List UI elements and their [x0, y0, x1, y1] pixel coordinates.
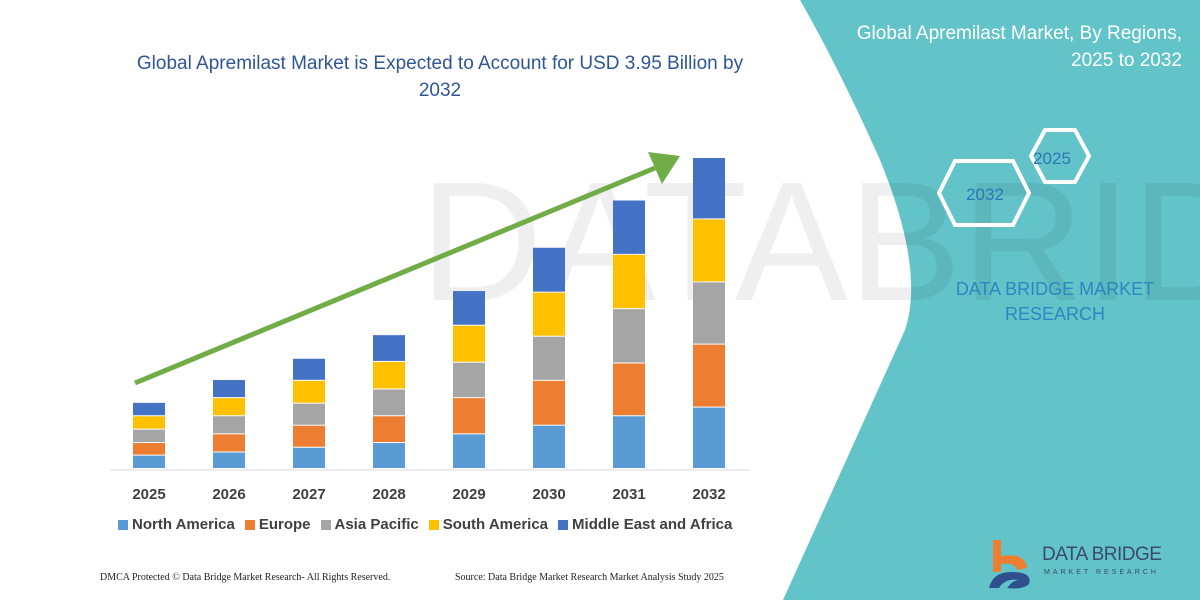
bar-segment-south-america-2029 — [453, 325, 485, 362]
legend-swatch — [118, 519, 128, 530]
bar-segment-south-america-2031 — [613, 254, 645, 309]
x-tick-label: 2031 — [612, 486, 645, 503]
logo-name: DATA BRIDGE — [1042, 544, 1162, 565]
bar-segment-asia-pacific-2028 — [373, 389, 405, 416]
bar-segment-middle-east-and-africa-2031 — [613, 200, 645, 254]
x-tick-label: 2030 — [532, 486, 565, 503]
bar-segment-asia-pacific-2027 — [293, 403, 325, 425]
hexagon-2032 — [936, 159, 1032, 227]
x-tick-label: 2025 — [132, 486, 165, 503]
legend-label: Middle East and Africa — [572, 516, 733, 533]
legend-item-asia-pacific: Asia Pacific — [320, 516, 419, 533]
bar-segment-europe-2031 — [613, 363, 645, 416]
source-note: Source: Data Bridge Market Research Mark… — [455, 572, 724, 583]
legend-swatch — [558, 519, 569, 530]
growth-arrow — [134, 165, 656, 386]
x-tick-label: 2028 — [372, 486, 405, 503]
bar-segment-europe-2032 — [693, 344, 725, 407]
bar-segment-south-america-2026 — [213, 398, 245, 416]
bar-segment-middle-east-and-africa-2032 — [693, 158, 725, 219]
bar-segment-south-america-2032 — [693, 219, 725, 282]
legend-label: Asia Pacific — [334, 516, 419, 533]
chart-title: Global Apremilast Market is Expected to … — [136, 53, 744, 101]
bar-segment-asia-pacific-2029 — [453, 362, 485, 398]
bar-segment-north-america-2029 — [453, 434, 485, 468]
dmca-notice: DMCA Protected © Data Bridge Market Rese… — [100, 572, 391, 583]
legend-item-south-america: South America — [428, 516, 549, 533]
bar-segment-europe-2030 — [533, 380, 565, 425]
bar-segment-north-america-2031 — [613, 416, 645, 468]
x-tick-label: 2027 — [292, 486, 325, 503]
legend-item-europe: Europe — [244, 516, 311, 533]
legend-swatch — [320, 519, 331, 530]
bar-segment-middle-east-and-africa-2027 — [293, 358, 325, 380]
bar-segment-north-america-2032 — [693, 407, 725, 468]
brand-text: DATA BRIDGE MARKET RESEARCH — [955, 279, 1155, 324]
legend-label: North America — [132, 516, 235, 533]
hexagon-2025 — [1028, 128, 1092, 184]
bar-segment-europe-2029 — [453, 398, 485, 434]
bar-segment-north-america-2026 — [213, 452, 245, 468]
bar-segment-europe-2028 — [373, 416, 405, 443]
legend-item-north-america: North America — [118, 516, 235, 533]
bar-segment-south-america-2027 — [293, 380, 325, 403]
legend-label: Europe — [258, 516, 311, 533]
bar-segment-south-america-2030 — [533, 292, 565, 336]
bar-segment-north-america-2025 — [133, 455, 165, 468]
hex-label-2025: 2025 — [1033, 149, 1071, 168]
growth-arrow-head — [648, 152, 680, 184]
bar-segment-asia-pacific-2025 — [133, 429, 165, 443]
bar-segment-asia-pacific-2032 — [693, 282, 725, 344]
legend-swatch — [428, 519, 439, 530]
bar-segment-europe-2027 — [293, 425, 325, 447]
x-tick-label: 2026 — [212, 486, 245, 503]
bar-segment-south-america-2028 — [373, 361, 405, 389]
bar-segment-europe-2025 — [133, 443, 165, 455]
bar-segment-europe-2026 — [213, 434, 245, 452]
bar-segment-north-america-2027 — [293, 447, 325, 468]
teal-panel — [783, 0, 1200, 600]
bar-segment-middle-east-and-africa-2029 — [453, 291, 485, 325]
bar-segment-north-america-2028 — [373, 443, 405, 468]
bar-segment-middle-east-and-africa-2028 — [373, 335, 405, 361]
bar-segment-asia-pacific-2031 — [613, 309, 645, 363]
side-title: Global Apremilast Market, By Regions, 20… — [856, 23, 1182, 71]
bar-segment-north-america-2030 — [533, 425, 565, 468]
legend-swatch — [244, 519, 255, 530]
x-tick-label: 2032 — [692, 486, 725, 503]
bar-segment-asia-pacific-2026 — [213, 416, 245, 434]
legend-label: South America — [442, 516, 549, 533]
bar-segment-south-america-2025 — [133, 416, 165, 429]
data-bridge-logo-icon — [989, 540, 1030, 589]
hex-label-2032: 2032 — [966, 185, 1004, 204]
bar-segment-middle-east-and-africa-2026 — [213, 380, 245, 398]
bar-segment-middle-east-and-africa-2030 — [533, 247, 565, 292]
legend-item-middle-east-africa: Middle East and Africa — [558, 516, 732, 533]
legend: North America Europe Asia Pacific South … — [118, 516, 732, 533]
bar-segment-asia-pacific-2030 — [533, 336, 565, 380]
x-tick-label: 2029 — [452, 486, 485, 503]
logo-subtitle: MARKET RESEARCH — [1044, 569, 1159, 576]
bar-segment-middle-east-and-africa-2025 — [133, 402, 165, 416]
